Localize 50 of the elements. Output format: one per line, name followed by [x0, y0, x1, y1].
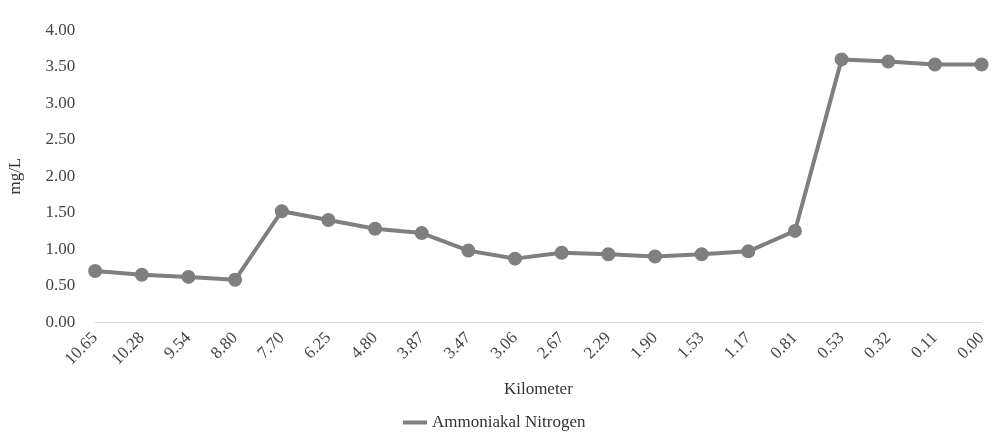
point — [787, 223, 802, 238]
x-tick-label: 4.80 — [346, 327, 382, 363]
x-tick-label: 1.53 — [673, 327, 708, 363]
x-tick-label: 2.67 — [533, 327, 569, 363]
x-tick-label: 0.00 — [953, 327, 988, 363]
y-tick-label: 1.50 — [45, 202, 76, 222]
legend-label: Ammoniakal Nitrogen — [432, 411, 586, 431]
point — [554, 245, 569, 260]
point — [834, 52, 849, 67]
x-axis-title: Kilometer — [503, 379, 574, 399]
x-tick-label: 0.53 — [813, 327, 848, 363]
x-tick-label: 7.70 — [253, 327, 288, 363]
x-tick-label: 0.32 — [859, 327, 895, 363]
point — [974, 57, 989, 72]
point — [601, 247, 616, 262]
point — [414, 226, 429, 241]
x-tick-label: 1.90 — [626, 327, 661, 363]
y-tick-label: 4.00 — [45, 19, 76, 39]
y-tick-label: 0.50 — [45, 275, 76, 295]
point — [881, 54, 896, 69]
point — [927, 57, 942, 72]
point — [368, 221, 383, 236]
x-tick-label: 0.81 — [766, 327, 801, 363]
x-tick-label: 3.06 — [486, 327, 522, 363]
x-tick-label: 1.17 — [719, 327, 755, 363]
y-tick-label: 1.00 — [45, 238, 76, 258]
x-tick-label: 3.47 — [439, 327, 475, 363]
x-tick-label: 6.25 — [299, 327, 335, 363]
point — [134, 267, 149, 282]
x-tick-label: 3.87 — [393, 327, 429, 363]
y-tick-label: 3.00 — [45, 92, 76, 112]
point — [461, 243, 476, 258]
x-tick-label: 8.80 — [206, 327, 242, 363]
x-tick-label: 2.29 — [579, 327, 615, 363]
x-tick-label: 0.11 — [906, 327, 941, 362]
point — [321, 212, 336, 227]
y-tick-label: 2.00 — [45, 165, 76, 185]
point — [274, 204, 289, 219]
point — [741, 244, 756, 259]
point — [508, 251, 523, 266]
point — [228, 272, 243, 287]
point — [88, 264, 103, 279]
y-tick-label: 3.50 — [45, 56, 76, 76]
x-tick-label: 9.54 — [159, 327, 195, 363]
point — [694, 247, 709, 262]
point — [648, 249, 662, 264]
y-tick-label: 2.50 — [45, 129, 76, 149]
point — [181, 269, 196, 284]
y-tick-label: 0.00 — [45, 311, 76, 331]
y-axis-title: mg/L — [4, 157, 24, 195]
